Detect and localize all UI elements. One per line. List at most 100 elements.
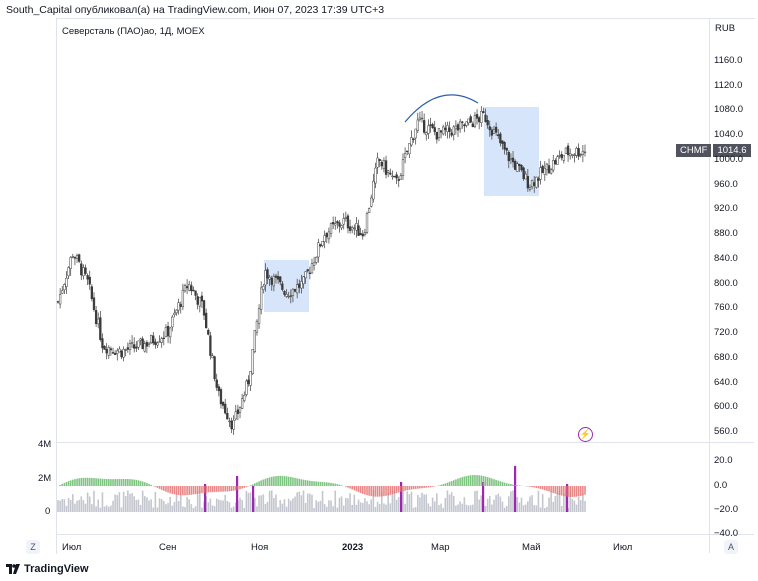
price-tick: 640.0: [714, 377, 738, 388]
oscillator-bar: [516, 485, 519, 486]
volume-bar: [139, 504, 142, 512]
volume-spike: [204, 484, 207, 512]
volume-bar: [520, 497, 523, 512]
oscillator-bar: [116, 479, 119, 486]
oscillator-bar: [146, 483, 148, 486]
oscillator-bar: [131, 479, 133, 486]
candle-body: [336, 221, 339, 224]
oscillator-bar: [321, 481, 324, 486]
oscillator-bar: [400, 486, 402, 492]
oscillator-bar: [226, 486, 229, 492]
volume-bar: [254, 497, 256, 512]
candle-body: [145, 342, 149, 347]
oscillator-bar: [499, 481, 502, 486]
oscillator-bar: [560, 486, 563, 496]
volume-bar: [577, 496, 580, 512]
oscillator-bar: [353, 486, 356, 491]
oscillator-bar: [86, 477, 89, 486]
candle-body: [454, 125, 458, 130]
oscillator-bar: [438, 485, 440, 486]
zoom-reset-button[interactable]: Z: [26, 540, 40, 554]
candle-body: [501, 140, 504, 144]
volume-spike: [400, 482, 403, 512]
candle-body: [395, 174, 398, 179]
candle-body: [120, 350, 123, 358]
oscillator-bar: [63, 482, 66, 486]
volume-bar: [571, 498, 574, 512]
candle-body: [380, 161, 383, 167]
oscillator-bar: [493, 479, 495, 486]
volume-bar: [552, 501, 555, 512]
volume-bar: [131, 493, 133, 512]
candle-body: [448, 127, 451, 132]
candle-body: [399, 175, 403, 180]
volume-bar: [262, 494, 265, 512]
oscillator-bar: [80, 478, 83, 486]
oscillator-bar: [482, 476, 485, 486]
oscillator-bar: [105, 479, 108, 486]
volume-bar: [67, 498, 70, 512]
oscillator-bar: [163, 486, 165, 491]
candle-body: [300, 281, 303, 289]
volume-tick: 2M: [38, 473, 52, 484]
volume-bar: [65, 505, 68, 512]
volume-bar: [186, 496, 188, 512]
candle-body: [348, 226, 352, 231]
oscillator-bar: [239, 486, 241, 490]
volume-bar: [148, 500, 150, 512]
candle-body: [99, 317, 102, 340]
volume-bar: [353, 494, 356, 512]
oscillator-bar: [328, 482, 330, 486]
oscillator-bar: [488, 477, 491, 486]
volume-bar: [167, 503, 169, 512]
price-tick: 680.0: [714, 352, 738, 363]
oscillator-bar: [266, 477, 269, 486]
auto-scale-button[interactable]: A: [724, 540, 738, 554]
oscillator-bar: [323, 482, 326, 486]
candle-body: [439, 130, 443, 133]
pane-separator[interactable]: [56, 442, 754, 443]
candle-body: [511, 157, 515, 163]
lightning-icon[interactable]: ⚡: [578, 427, 593, 442]
volume-bar: [190, 504, 193, 512]
oscillator-bar: [245, 486, 248, 488]
candle-body: [458, 121, 462, 130]
oscillator-bar: [376, 486, 379, 497]
oscillator-bar: [254, 483, 256, 486]
volume-bar: [179, 494, 182, 512]
oscillator-bar: [455, 479, 457, 486]
candle-body: [518, 163, 521, 166]
symbol-legend[interactable]: Северсталь (ПАО)ао, 1Д, MOEX: [62, 26, 205, 37]
oscillator-bar: [107, 479, 110, 486]
volume-bar: [361, 502, 364, 512]
oscillator-bar: [476, 475, 478, 486]
oscillator-bar: [95, 478, 97, 486]
candle-body: [67, 267, 70, 277]
candle-body: [492, 129, 496, 134]
oscillator-bar: [404, 486, 406, 491]
candle-body: [94, 310, 98, 324]
volume-bar: [563, 493, 565, 512]
volume-bar: [82, 500, 85, 512]
candle-body: [164, 327, 168, 337]
oscillator-bar: [541, 486, 544, 490]
volume-bar: [524, 504, 527, 512]
volume-bar: [484, 506, 487, 512]
candle-body: [346, 215, 350, 229]
volume-bar: [355, 504, 358, 512]
volume-bar: [531, 495, 533, 512]
oscillator-bar: [156, 486, 159, 488]
volume-bar: [491, 504, 493, 512]
oscillator-bar: [192, 486, 195, 495]
volume-bar: [116, 495, 119, 512]
candle-body: [116, 350, 119, 354]
volume-bar: [330, 500, 332, 512]
volume-bar: [516, 497, 519, 512]
volume-bar: [499, 496, 502, 512]
oscillator-bar: [548, 486, 550, 492]
volume-bar: [573, 500, 576, 512]
oscillator-bar: [237, 486, 239, 490]
candle-body: [130, 342, 134, 344]
candle-body: [549, 169, 553, 174]
